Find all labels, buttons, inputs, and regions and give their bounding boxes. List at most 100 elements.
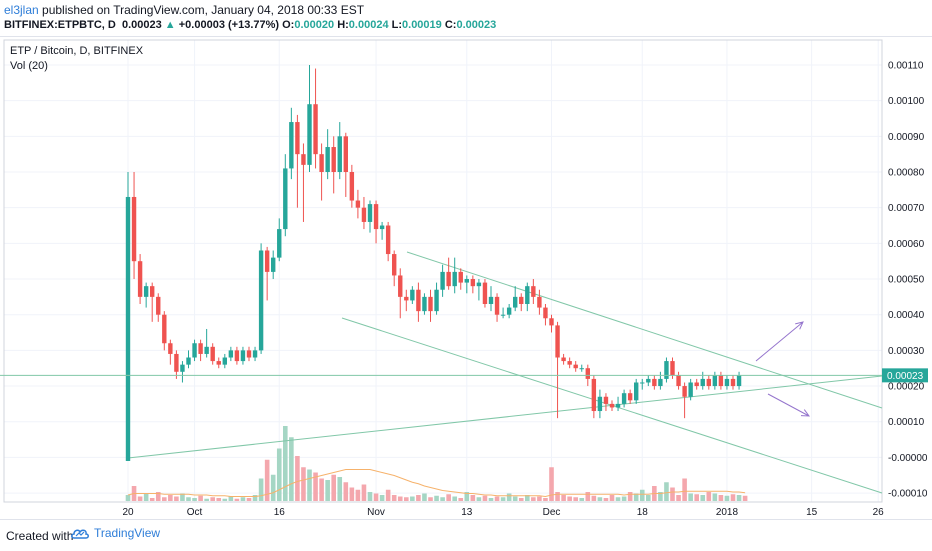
volume-bar [603,498,609,501]
candle [131,196,137,262]
volume-bar [609,495,615,501]
candle [573,364,578,369]
candle [385,225,391,255]
volume-bar [531,497,536,501]
y-tick-label: 0.00040 [888,310,925,321]
volume-bar [174,496,179,501]
volume-bar [258,478,264,501]
candle [652,378,657,387]
tradingview-link[interactable]: TradingView [94,526,161,540]
volume-bar [494,496,500,501]
x-tick-label: Oct [187,507,203,518]
arrow-up-icon [755,321,804,362]
candle [506,307,512,315]
candle [198,343,203,354]
trendline [127,375,883,459]
volume-bar [615,497,621,501]
volume-bar [646,495,651,501]
volume-bar [658,492,663,501]
volume-bar [416,495,421,501]
y-tick-label: 0.00090 [888,132,925,143]
tradingview-brand[interactable]: TradingView [70,526,160,540]
candle [525,286,530,304]
volume-bar [518,498,524,501]
last-price-label: 0.00023 [887,371,924,382]
volume-bar [270,474,276,501]
volume-bar [500,497,506,501]
x-tick-label: 18 [637,507,649,518]
volume-bar [337,477,343,501]
volume-bar [155,492,161,501]
x-tick-label: 2018 [716,507,739,518]
candle [379,225,385,230]
volume-bar [343,482,349,501]
candle [543,307,548,319]
price-chart[interactable]: 0.00110 0.00100 0.00090 0.00080 0.00070 0.000… [0,38,932,519]
candle [434,289,439,312]
ticker-change: +0.00003 (+13.77%) [178,19,280,31]
volume-bar [639,489,645,501]
candle [325,147,330,172]
volume-bar [736,495,742,501]
volume-bar [410,496,415,501]
candle [519,296,524,304]
candle [222,357,227,365]
volume-bar [525,495,530,501]
volume-bar [627,492,633,501]
candle [446,271,451,287]
ticker-symbol: BITFINEX:ETPBTC, D [4,19,116,31]
volume-bar [198,495,203,501]
y-tick-label: 0.00030 [888,346,925,357]
candle [246,350,252,358]
x-tick-label: 13 [461,507,473,518]
candle [561,357,566,362]
candle [319,154,324,172]
volume-bar [676,495,681,501]
candle [416,289,421,312]
y-tick-label: 0.00010 [888,417,925,428]
volume-bar [543,498,548,501]
y-axis: 0.00110 0.00100 0.00090 0.00080 0.00070 0.000… [888,60,928,499]
volume-bar [307,469,312,501]
candle [476,282,482,287]
volume-bar [367,492,373,501]
candle [283,168,288,230]
volume-bar [240,497,246,501]
volume-bar [301,467,306,501]
volume-bar [422,493,427,501]
volume-bar [313,472,318,501]
candle [724,378,730,387]
candle [301,154,306,165]
candle [156,296,161,315]
volume-bar [289,437,294,501]
volume-bar [246,498,252,501]
volume-bar [186,497,191,501]
x-tick-label: Dec [543,507,561,518]
candle [228,350,234,358]
created-with-text: Created with [6,529,74,543]
volume-bar [143,493,149,501]
candle [162,314,167,344]
candle [537,296,542,308]
candle [410,289,415,301]
volume-bar [688,493,693,501]
candle [458,271,463,283]
volume-bar [664,482,669,501]
author-link[interactable]: el3jlan [4,3,39,17]
volume-bar [228,496,234,501]
volume-bar [488,498,494,501]
volume-bar [700,495,706,501]
candle [712,375,718,387]
candle [210,346,215,362]
candle [621,393,627,404]
x-tick-label: Nov [367,507,385,518]
volume-bar [476,497,482,501]
candle [349,172,355,201]
ticker-bar: BITFINEX:ETPBTC, D 0.00023 ▲ +0.00003 (+… [4,19,496,31]
chart-legend-title: ETP / Bitcoin, D, BITFINEX [10,45,144,57]
candle [337,136,342,172]
volume-bar [482,495,488,501]
volume-bar [579,498,585,501]
volume-bar [349,487,355,501]
candle [597,396,603,412]
